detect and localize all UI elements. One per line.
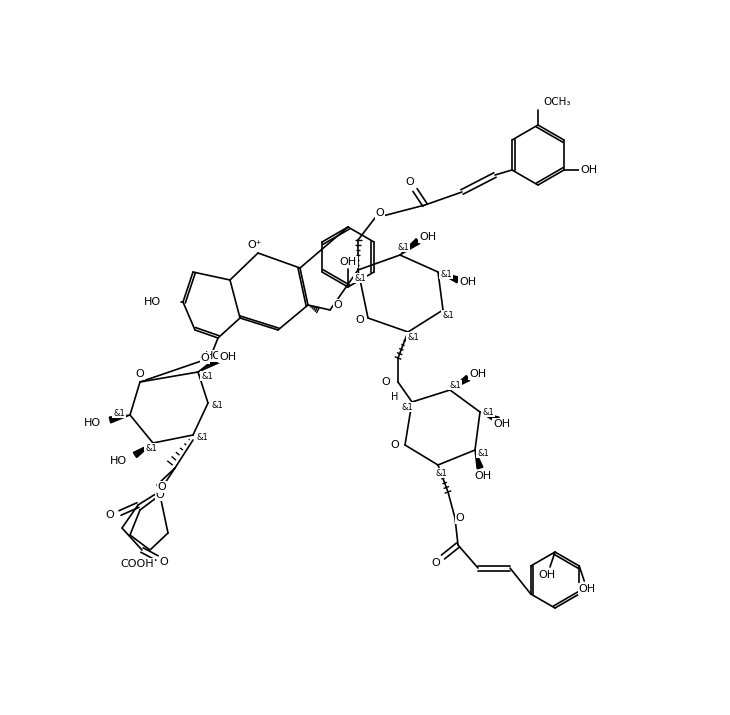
Text: &1: &1 — [354, 274, 366, 282]
Text: &1: &1 — [145, 443, 157, 453]
Text: &1: &1 — [482, 408, 494, 417]
Text: O: O — [391, 440, 399, 450]
Text: OCH₃: OCH₃ — [543, 97, 571, 107]
Text: OH: OH — [420, 232, 437, 242]
Text: &1: &1 — [201, 372, 212, 380]
Text: O: O — [334, 300, 342, 310]
Text: OH: OH — [579, 584, 596, 594]
Polygon shape — [438, 272, 459, 283]
Polygon shape — [475, 450, 483, 469]
Text: H: H — [391, 392, 399, 402]
Text: OH: OH — [539, 570, 556, 580]
Text: COOH: COOH — [120, 559, 154, 569]
Text: HO: HO — [83, 418, 101, 428]
Text: &1: &1 — [449, 380, 461, 390]
Text: O: O — [376, 208, 385, 218]
Text: &1: &1 — [196, 433, 208, 441]
Text: O⁺: O⁺ — [247, 240, 262, 250]
Text: HO: HO — [204, 351, 222, 361]
Polygon shape — [134, 443, 153, 458]
Text: &1: &1 — [113, 408, 125, 418]
Text: O: O — [201, 353, 210, 363]
Text: &1: &1 — [401, 403, 413, 412]
Text: &1: &1 — [211, 400, 223, 410]
Text: O: O — [431, 558, 440, 568]
Text: &1: &1 — [442, 310, 454, 320]
Text: O: O — [136, 369, 145, 379]
Polygon shape — [198, 358, 220, 372]
Text: &1: &1 — [407, 332, 419, 342]
Text: O: O — [382, 377, 391, 387]
Polygon shape — [400, 239, 420, 255]
Text: O: O — [158, 482, 166, 492]
Text: O: O — [406, 177, 415, 187]
Text: O: O — [160, 557, 169, 567]
Text: OH: OH — [469, 369, 487, 379]
Text: OH: OH — [474, 471, 491, 481]
Text: &1: &1 — [435, 468, 447, 478]
Text: O: O — [155, 490, 164, 500]
Text: OH: OH — [339, 257, 356, 267]
Text: OH: OH — [220, 352, 237, 362]
Text: HO: HO — [110, 456, 126, 466]
Text: OH: OH — [493, 419, 510, 429]
Polygon shape — [110, 415, 130, 423]
Text: &1: &1 — [440, 270, 452, 279]
Text: O: O — [456, 513, 464, 523]
Text: HO: HO — [144, 297, 161, 307]
Text: &1: &1 — [397, 242, 409, 252]
Polygon shape — [480, 412, 499, 423]
Text: O: O — [106, 510, 115, 520]
Text: OH: OH — [580, 165, 598, 175]
Polygon shape — [450, 375, 469, 390]
Text: O: O — [356, 315, 364, 325]
Text: OH: OH — [459, 277, 477, 287]
Text: &1: &1 — [477, 448, 489, 458]
